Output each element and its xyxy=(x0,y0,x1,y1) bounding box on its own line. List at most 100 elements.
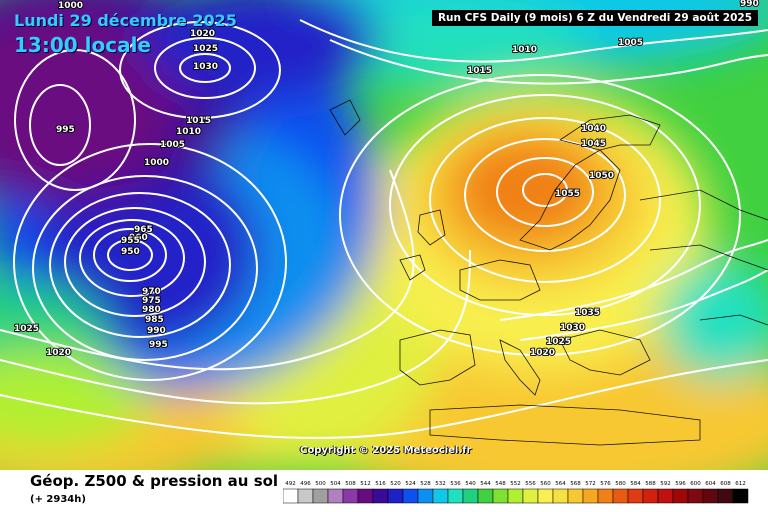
pressure-label: 975 xyxy=(142,296,161,306)
legend-swatch xyxy=(522,488,539,504)
coastlines xyxy=(329,99,768,446)
legend-swatch xyxy=(537,488,554,504)
legend-swatch xyxy=(582,488,599,504)
pressure-label: 990 xyxy=(147,326,166,336)
pressure-label: 995 xyxy=(149,340,168,350)
legend-swatch xyxy=(402,488,419,504)
legend-swatch xyxy=(312,488,329,504)
pressure-label: 955 xyxy=(121,236,140,246)
geopotential-field xyxy=(0,0,768,470)
legend-label: 492 xyxy=(285,481,296,487)
legend-label: 596 xyxy=(675,481,686,487)
legend-swatch xyxy=(717,488,734,504)
pressure-label: 1025 xyxy=(193,44,218,54)
pressure-label: 970 xyxy=(142,287,161,297)
pressure-label: 1010 xyxy=(176,127,201,137)
legend-label: 544 xyxy=(480,481,491,487)
pressure-label: 1010 xyxy=(512,45,537,55)
legend-label: 568 xyxy=(570,481,581,487)
legend-swatch xyxy=(327,488,344,504)
legend-swatch xyxy=(462,488,479,504)
legend-label: 532 xyxy=(435,481,446,487)
legend-label: 548 xyxy=(495,481,506,487)
pressure-label: 1015 xyxy=(467,66,492,76)
legend-swatch xyxy=(672,488,689,504)
pressure-label: 1035 xyxy=(575,308,600,318)
legend-swatch xyxy=(687,488,704,504)
legend-swatch xyxy=(477,488,494,504)
legend-label: 580 xyxy=(615,481,626,487)
legend-swatch xyxy=(597,488,614,504)
pressure-labels: 990 1000 1005 1020 1025 1030 995 1015 10… xyxy=(13,0,760,359)
pressure-label: 950 xyxy=(121,247,140,257)
legend-label: 500 xyxy=(315,481,326,487)
pressure-label: 990 xyxy=(740,0,759,9)
legend-label: 588 xyxy=(645,481,656,487)
map-canvas: 990 1000 1005 1020 1025 1030 995 1015 10… xyxy=(0,0,768,470)
legend-label: 584 xyxy=(630,481,641,487)
legend-label: 560 xyxy=(540,481,551,487)
legend-swatch xyxy=(357,488,374,504)
pressure-label: 1040 xyxy=(581,124,606,134)
run-info: Run CFS Daily (9 mois) 6 Z du Vendredi 2… xyxy=(431,10,758,26)
legend-swatch xyxy=(432,488,449,504)
legend-label: 516 xyxy=(375,481,386,487)
legend-label: 540 xyxy=(465,481,476,487)
forecast-time: 13:00 locale xyxy=(14,33,151,57)
legend-swatch xyxy=(702,488,719,504)
pressure-label: 1005 xyxy=(618,38,643,48)
pressure-label: 960 xyxy=(129,233,148,243)
pressure-label: 1055 xyxy=(555,189,580,199)
copyright: Copyright © 2025 Meteociel.fr xyxy=(300,445,472,456)
pressure-label: 1020 xyxy=(530,348,555,358)
legend-swatch xyxy=(387,488,404,504)
legend-swatch xyxy=(297,488,314,504)
legend-label: 552 xyxy=(510,481,521,487)
forecast-map: 990 1000 1005 1020 1025 1030 995 1015 10… xyxy=(0,0,768,470)
forecast-date: Lundi 29 décembre 2025 xyxy=(14,11,237,30)
legend-labels: 492 496 500 504 508 512 516 520 524 528 532 536 540 5… xyxy=(285,481,746,487)
pressure-label: 1020 xyxy=(46,348,71,358)
pressure-label: 1000 xyxy=(144,158,169,168)
legend-swatch xyxy=(283,488,299,504)
footer: Géop. Z500 & pression au sol (+ 2934h) 4… xyxy=(0,470,768,512)
pressure-label: 980 xyxy=(142,305,161,315)
isobars xyxy=(0,19,768,439)
pressure-label: 1025 xyxy=(14,324,39,334)
legend-label: 512 xyxy=(360,481,371,487)
legend-swatch xyxy=(447,488,464,504)
legend-label: 608 xyxy=(720,481,731,487)
legend-label: 528 xyxy=(420,481,431,487)
legend-label: 508 xyxy=(345,481,356,487)
legend-label: 572 xyxy=(585,481,596,487)
legend-swatch xyxy=(642,488,659,504)
legend-label: 564 xyxy=(555,481,566,487)
pressure-label: 1050 xyxy=(589,171,614,181)
pressure-label: 1015 xyxy=(186,116,211,126)
legend-swatch xyxy=(507,488,524,504)
legend-swatch xyxy=(552,488,569,504)
legend-label: 556 xyxy=(525,481,536,487)
map-title: Géop. Z500 & pression au sol xyxy=(30,472,279,490)
legend-swatch xyxy=(627,488,644,504)
legend-swatch xyxy=(417,488,434,504)
legend-label: 524 xyxy=(405,481,416,487)
legend-label: 576 xyxy=(600,481,611,487)
legend-label: 612 xyxy=(735,481,746,487)
legend-swatch xyxy=(342,488,359,504)
pressure-label: 1045 xyxy=(581,139,606,149)
forecast-hours: (+ 2934h) xyxy=(30,494,86,505)
pressure-label: 995 xyxy=(56,125,75,135)
legend-label: 536 xyxy=(450,481,461,487)
legend-label: 496 xyxy=(300,481,311,487)
color-legend: 492 496 500 504 508 512 516 520 524 528 532 536 540 5… xyxy=(283,481,749,504)
pressure-label: 1030 xyxy=(560,323,585,333)
legend-swatch xyxy=(732,488,749,504)
legend-label: 604 xyxy=(705,481,716,487)
pressure-label: 1000 xyxy=(58,1,83,11)
legend-swatch xyxy=(612,488,629,504)
legend-swatches xyxy=(283,488,749,504)
legend-label: 520 xyxy=(390,481,401,487)
legend-label: 592 xyxy=(660,481,671,487)
legend-swatch xyxy=(492,488,509,504)
